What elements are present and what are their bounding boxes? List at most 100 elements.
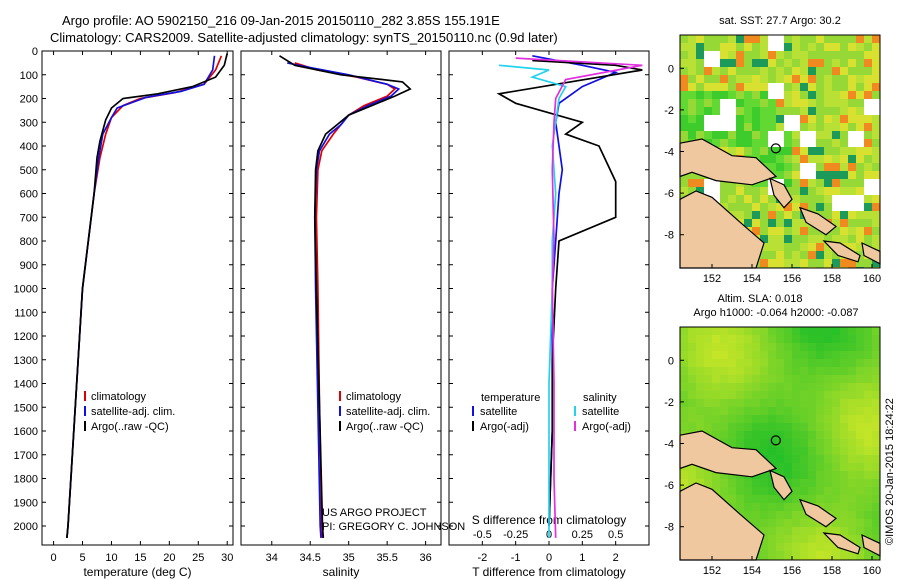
map-cell: [840, 527, 848, 535]
map-cell: [824, 447, 832, 455]
map-cell: [808, 251, 816, 259]
map-cell: [768, 455, 776, 463]
map-cell: [800, 343, 808, 351]
map-cell: [808, 139, 816, 147]
map-cell: [704, 367, 712, 375]
map-cell: [848, 51, 856, 59]
map-cell: [816, 327, 824, 335]
map-cell: [864, 335, 872, 343]
legend-heading: salinity: [583, 392, 617, 404]
map-cell: [848, 343, 856, 351]
map-cell: [776, 115, 784, 123]
map-cell: [768, 107, 776, 115]
map-cell: [848, 75, 856, 83]
map-cell: [832, 195, 840, 203]
map-cell: [816, 99, 824, 107]
map-cell: [720, 131, 728, 139]
map-cell: [752, 511, 760, 519]
map-cell: [784, 155, 792, 163]
map-cell: [856, 171, 864, 179]
map-cell: [800, 107, 808, 115]
map-cell: [728, 59, 736, 67]
map-cell: [832, 439, 840, 447]
map-cell: [816, 147, 824, 155]
series-line: [279, 55, 412, 538]
map-cell: [864, 75, 872, 83]
map-cell: [704, 415, 712, 423]
map-cell: [776, 91, 784, 99]
map-cell: [872, 227, 880, 235]
map-cell: [832, 171, 840, 179]
map-cell: [856, 407, 864, 415]
map-cell: [864, 407, 872, 415]
map-cell: [840, 431, 848, 439]
map-cell: [760, 139, 768, 147]
map-cell: [816, 171, 824, 179]
map-cell: [872, 195, 880, 203]
map-cell: [712, 187, 720, 195]
map-cell: [768, 359, 776, 367]
map-cell: [744, 335, 752, 343]
map-cell: [720, 99, 728, 107]
map-cell: [728, 147, 736, 155]
map-cell: [744, 415, 752, 423]
y-tick-label: 1500: [14, 402, 38, 414]
map-cell: [856, 83, 864, 91]
map-cell: [800, 375, 808, 383]
map-cell: [768, 131, 776, 139]
map-cell: [744, 147, 752, 155]
map-cell: [768, 155, 776, 163]
map-cell: [736, 203, 744, 211]
map-cell: [704, 115, 712, 123]
map-cell: [848, 519, 856, 527]
map-cell: [872, 551, 880, 559]
map-cell: [784, 211, 792, 219]
map-cell: [832, 487, 840, 495]
y-tick-label: -6: [664, 188, 674, 200]
map-cell: [720, 187, 728, 195]
temperature-profile-frame: [41, 50, 234, 546]
map-cell: [832, 503, 840, 511]
map-cell: [816, 139, 824, 147]
map-cell: [816, 551, 824, 559]
map-cell: [856, 527, 864, 535]
map-cell: [696, 179, 704, 187]
map-cell: [768, 203, 776, 211]
map-cell: [784, 455, 792, 463]
map-cell: [680, 351, 688, 359]
map-cell: [800, 495, 808, 503]
map-cell: [848, 503, 856, 511]
y-tick-label: -8: [664, 522, 674, 534]
map-cell: [688, 107, 696, 115]
map-cell: [816, 51, 824, 59]
x-tick-label: 34.5: [300, 552, 321, 564]
map-cell: [728, 391, 736, 399]
map-cell: [712, 423, 720, 431]
map-cell: [816, 543, 824, 551]
map-cell: [864, 139, 872, 147]
map-cell: [832, 163, 840, 171]
x-tick-label: 1: [579, 552, 585, 564]
map-cell: [824, 83, 832, 91]
map-cell: [864, 131, 872, 139]
map-cell: [704, 107, 712, 115]
map-cell: [864, 399, 872, 407]
map-cell: [792, 343, 800, 351]
map-cell: [768, 123, 776, 131]
map-cell: [712, 479, 720, 487]
map-cell: [856, 359, 864, 367]
map-cell: [680, 123, 688, 131]
map-cell: [832, 479, 840, 487]
map-cell: [872, 155, 880, 163]
x-tick-label: 35: [343, 552, 355, 564]
map-cell: [792, 455, 800, 463]
map-cell: [832, 471, 840, 479]
map-cell: [744, 495, 752, 503]
map-cell: [784, 551, 792, 559]
map-cell: [848, 423, 856, 431]
map-cell: [832, 75, 840, 83]
map-cell: [736, 399, 744, 407]
map-cell: [808, 415, 816, 423]
map-cell: [864, 495, 872, 503]
map-cell: [832, 367, 840, 375]
